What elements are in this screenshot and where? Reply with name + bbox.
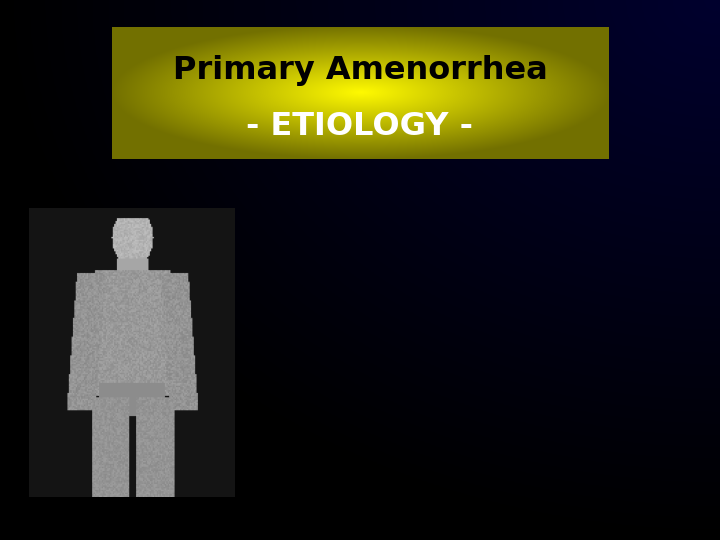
Text: Primary Amenorrhea: Primary Amenorrhea [173, 55, 547, 86]
Text: Presentation:  primary amenorrhea associated with
features  of Turner’s syndrome: Presentation: primary amenorrhea associa… [291, 375, 720, 449]
Text: GONADAL DYSGENESIS (Turner’s syndrome): GONADAL DYSGENESIS (Turner’s syndrome) [112, 198, 629, 218]
Text: Associated with streak ovarian tissue and primary
amenorrhea.: Associated with streak ovarian tissue an… [291, 298, 708, 333]
Text: Chromosomal abnormalities ( 45XO female): Chromosomal abnormalities ( 45XO female) [291, 250, 652, 265]
Text: - ETIOLOGY -: - ETIOLOGY - [246, 111, 474, 141]
FancyBboxPatch shape [112, 225, 271, 447]
FancyBboxPatch shape [282, 223, 626, 449]
